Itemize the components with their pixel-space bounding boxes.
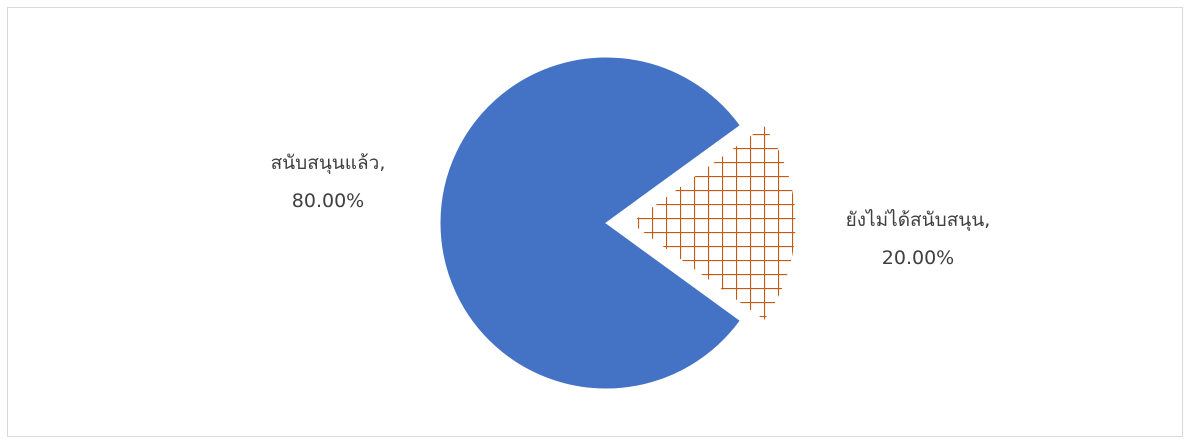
slice-label-supported-value: 80.00% — [291, 190, 365, 212]
slice-label-not-supported-value: 20.00% — [881, 247, 955, 269]
slice-label-not-supported-name: ยังไม่ได้สนับสนุน, — [845, 209, 991, 231]
chart-area: สนับสนุนแล้ว, 80.00% ยังไม่ได้สนับสนุน, … — [7, 7, 1183, 437]
pie-chart — [439, 56, 797, 390]
slice-label-not-supported: ยังไม่ได้สนับสนุน, 20.00% — [803, 201, 1033, 277]
slice-label-supported: สนับสนุนแล้ว, 80.00% — [213, 144, 443, 220]
pie-slice-not-supported — [629, 124, 797, 322]
pie-slice-supported — [439, 56, 741, 390]
slice-label-supported-name: สนับสนุนแล้ว, — [270, 152, 386, 174]
